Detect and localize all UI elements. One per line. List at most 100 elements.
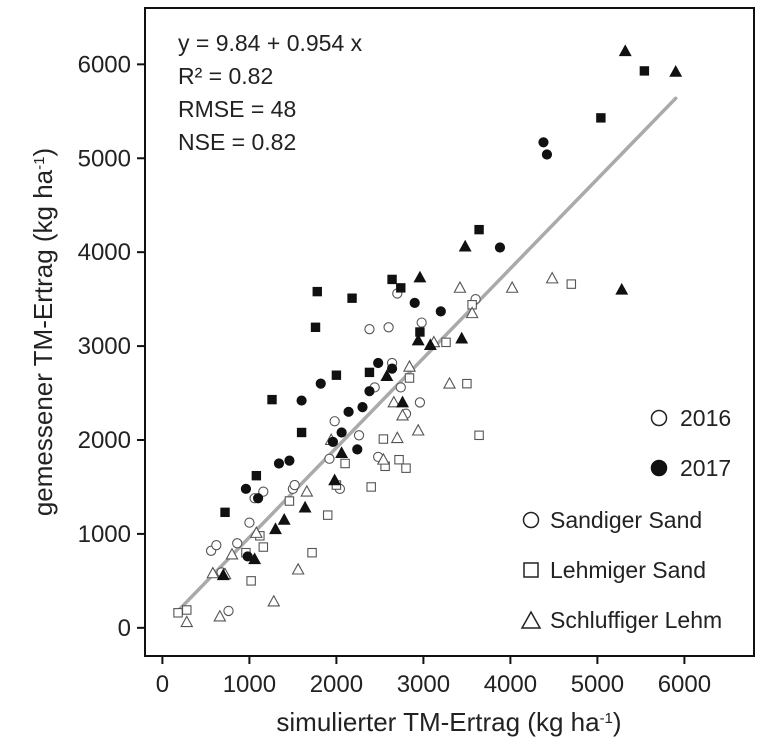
point-2016-triangle [442,376,457,389]
point-2017-triangle [335,446,349,459]
legend-2017-label: 2017 [680,455,731,481]
point-2016-triangle [402,359,417,372]
point-2016-circle [364,324,375,335]
point-2017-square [267,394,277,405]
point-2016-square [366,482,376,492]
point-2017-square [364,367,375,378]
y-tick-label: 4000 [78,239,131,266]
point-2017-triangle [277,512,291,525]
point-2016-triangle [300,484,314,497]
point-2016-square [441,337,451,348]
point-2017-circle [253,493,264,504]
point-2017-circle [352,444,363,455]
point-2016-square [173,608,183,618]
point-2017-circle [386,363,398,374]
point-2016-circle [211,540,222,551]
point-2016-circle [324,453,335,464]
legend: 2016 2017 Sandiger Sand Lehmiger Sand Sc… [520,405,731,633]
point-2016-circle [353,430,365,441]
point-2017-circle [273,458,285,469]
x-tick-label: 1000 [223,671,276,698]
point-2016-square [462,378,472,389]
y-axis-ticks: 0 1000 2000 3000 4000 5000 6000 [78,51,145,642]
point-2016-triangle [453,280,467,293]
point-2017-triangle [458,239,472,252]
point-2017-square [220,507,230,518]
point-2016-triangle [291,562,305,575]
y-tick-label: 1000 [78,521,131,548]
point-2016-square [246,576,256,586]
data-points [173,44,683,628]
statistics-annotation: y = 9.84 + 0.954 x R² = 0.82 RMSE = 48 N… [178,30,363,155]
x-tick-label: 2000 [310,671,363,698]
point-2017-circle [242,551,253,562]
point-2017-triangle [269,522,282,535]
point-2016-square [566,279,577,289]
point-2017-triangle [455,331,469,344]
regression-equation: y = 9.84 + 0.954 x [178,30,363,56]
point-2017-triangle [380,369,394,382]
point-2016-circle [258,486,269,497]
point-2016-triangle [545,271,559,284]
point-2017-circle [284,455,295,466]
point-2017-triangle [615,282,629,295]
point-2017-square [387,274,397,285]
point-2017-circle [541,149,553,160]
point-2016-triangle [395,408,410,421]
y-tick-label: 2000 [78,427,131,454]
legend-triangle-marker [520,610,542,629]
legend-2016-label: 2016 [680,405,731,431]
point-2016-circle [232,538,243,549]
x-tick-label: 3000 [397,671,450,698]
point-2017-circle [373,357,384,369]
point-2017-square [474,224,484,235]
point-2017-square [396,283,406,293]
point-2016-square [322,510,333,520]
y-axis-title: gemessener TM-Ertrag (kg ha-1) [28,148,58,516]
point-2016-square [378,434,389,444]
point-2016-circle [244,517,255,528]
y-tick-label: 5000 [78,145,131,172]
r-squared-label: R² = 0.82 [178,63,273,89]
point-2016-square [258,542,269,552]
point-2017-circle [409,297,420,308]
point-2017-circle [538,137,549,148]
point-2017-triangle [396,395,409,408]
point-2016-circle [289,479,300,491]
point-2017-square [331,370,342,380]
legend-2017-marker [650,459,668,477]
point-2017-triangle [328,473,342,486]
point-2017-square [347,293,357,303]
point-2016-triangle [411,423,425,436]
point-2017-square [312,286,322,297]
point-2016-square [340,458,350,469]
point-2016-triangle [180,615,194,628]
y-tick-label: 3000 [78,333,131,360]
point-2017-circle [336,427,347,438]
x-tick-label: 0 [156,671,169,698]
point-2017-triangle [411,333,425,346]
x-tick-label: 5000 [571,671,624,698]
point-2016-square [404,373,415,383]
legend-lehmiger-sand-label: Lehmiger Sand [550,557,706,583]
point-2016-circle [416,317,427,328]
point-2017-square [310,322,321,333]
point-2016-square [284,496,295,506]
point-2017-circle [296,395,307,406]
point-2016-triangle [225,547,239,560]
point-2016-circle [223,605,234,617]
point-2017-circle [357,402,368,413]
point-2016-triangle [213,609,227,622]
x-axis-title: simulierter TM-Ertrag (kg ha-1) [276,707,621,737]
point-2016-triangle [387,395,401,408]
point-2016-square [401,463,411,473]
point-2017-circle [494,242,506,253]
point-2017-circle [364,386,375,397]
point-2016-square [394,454,404,465]
legend-circle-marker [522,511,540,529]
point-2017-square [596,113,606,123]
point-2016-triangle [465,306,479,319]
rmse-label: RMSE = 48 [178,96,296,122]
y-tick-label: 0 [118,615,131,642]
